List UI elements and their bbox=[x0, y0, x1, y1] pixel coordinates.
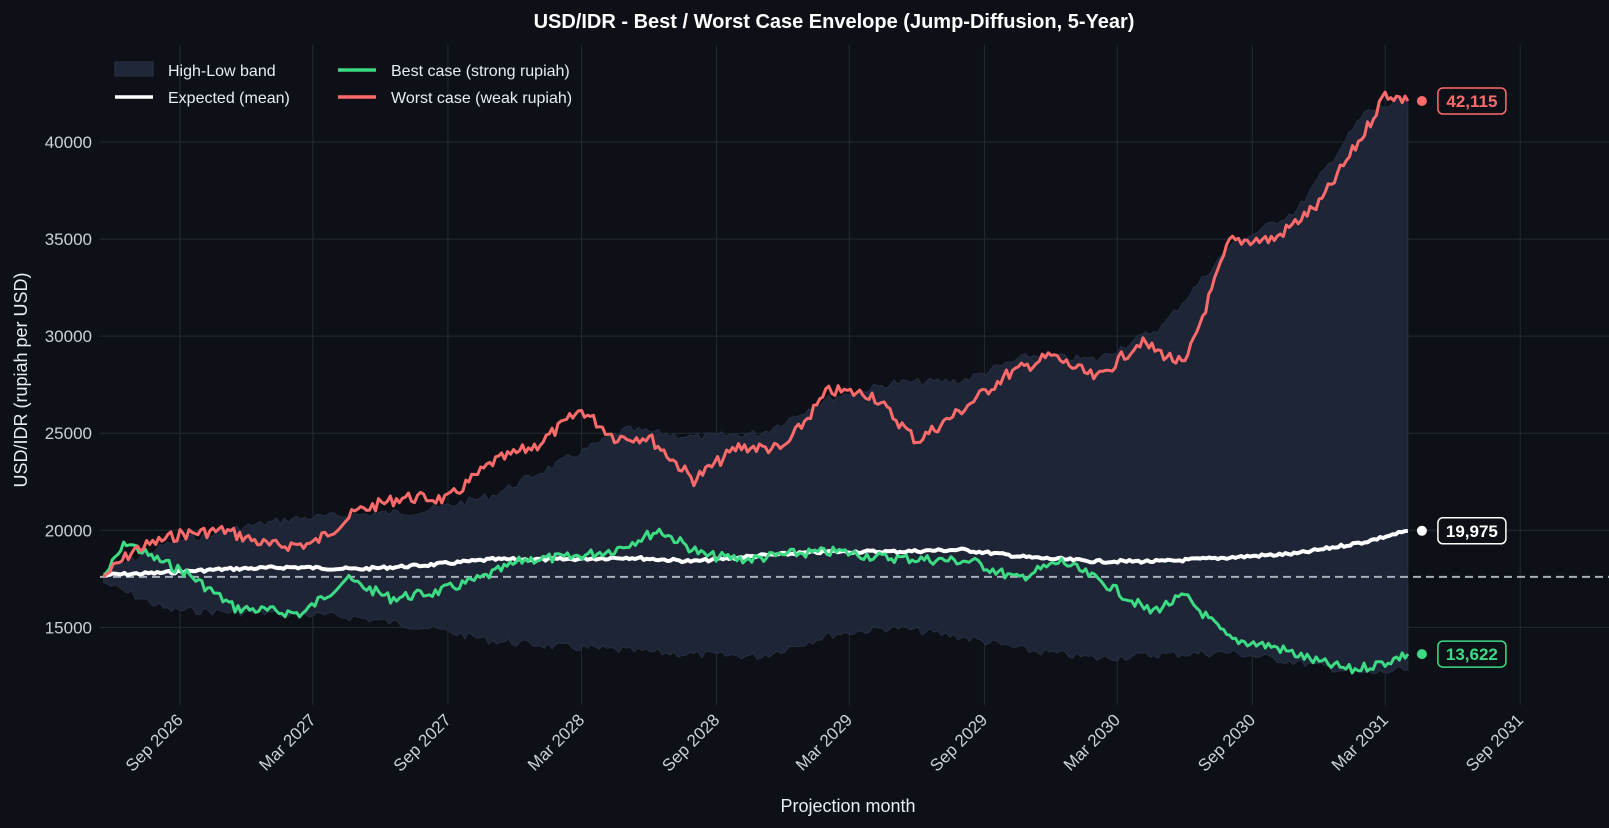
y-tick-label: 20000 bbox=[45, 521, 92, 540]
y-axis-label: USD/IDR (rupiah per USD) bbox=[11, 272, 31, 487]
y-tick-label: 25000 bbox=[45, 424, 92, 443]
y-tick-label: 30000 bbox=[45, 327, 92, 346]
end-label-layer: 19,975 13,622 42,115 bbox=[1416, 87, 1507, 668]
legend-entry-label: Best case (strong rupiah) bbox=[391, 63, 570, 80]
legend-entry-label: High-Low band bbox=[168, 63, 276, 80]
y-tick-label: 35000 bbox=[45, 230, 92, 249]
series-expected-mean-end-label-box bbox=[1437, 517, 1507, 545]
series-best-case-strong-rupiah-endpoint bbox=[1416, 649, 1427, 660]
series-best-case-strong-rupiah-end-label-box bbox=[1437, 640, 1507, 668]
y-tick-label: 15000 bbox=[45, 618, 92, 637]
x-axis-label: Projection month bbox=[780, 796, 915, 816]
series-worst-case-weak-rupiah-end-label: 42,115 bbox=[1446, 92, 1497, 111]
series-best-case-strong-rupiah-end-label: 13,622 bbox=[1446, 645, 1498, 664]
series-best-case-strong-rupiah-line bbox=[102, 527, 1410, 675]
legend-entry-label: Expected (mean) bbox=[168, 90, 290, 107]
series-expected-mean-end-label: 19,975 bbox=[1446, 522, 1498, 541]
legend: High-Low band Expected (mean) Best case (s… bbox=[114, 61, 572, 107]
high-low-band bbox=[103, 97, 1409, 674]
series-worst-case-weak-rupiah-line bbox=[102, 90, 1410, 578]
chart-title: USD/IDR - Best / Worst Case Envelope (Ju… bbox=[534, 11, 1135, 33]
series-worst-case-weak-rupiah-endpoint bbox=[1416, 96, 1427, 107]
y-tick-label: 40000 bbox=[45, 133, 92, 152]
legend-entry-label: Worst case (weak rupiah) bbox=[391, 90, 572, 107]
series-layer bbox=[102, 90, 1410, 675]
legend-swatch-band bbox=[114, 61, 154, 77]
series-expected-mean-endpoint bbox=[1416, 525, 1427, 536]
band-layer bbox=[103, 97, 1409, 674]
series-worst-case-weak-rupiah-end-label-box bbox=[1437, 87, 1507, 115]
